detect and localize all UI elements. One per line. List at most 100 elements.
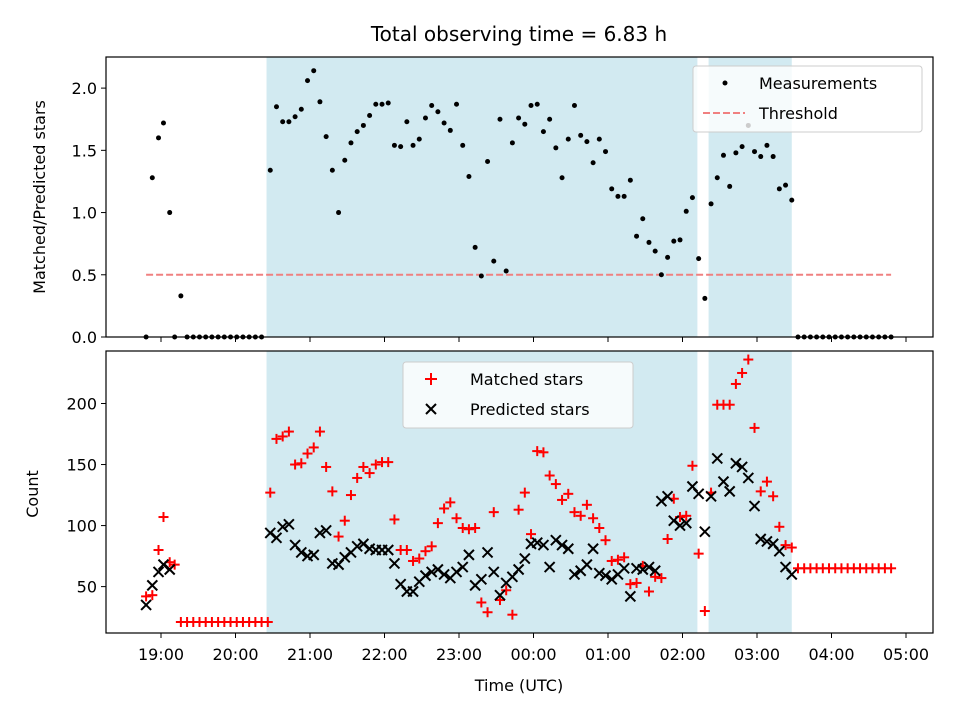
predicted-star-point — [699, 525, 711, 538]
measurement-point — [298, 106, 304, 112]
measurement-point — [416, 136, 422, 142]
measurement-point — [367, 112, 373, 118]
predicted-star-point — [705, 490, 717, 502]
measurement-point — [292, 114, 298, 120]
x-tick-label: 20:00 — [212, 645, 258, 664]
x-tick-label: 02:00 — [659, 645, 705, 664]
predicted-star-point — [519, 552, 531, 565]
measurement-point — [683, 208, 689, 214]
predicted-star-point — [152, 566, 165, 578]
measurement-point — [752, 149, 758, 155]
measurement-point — [466, 173, 472, 179]
y-tick-label: 1.5 — [72, 141, 97, 160]
matched-star-point — [532, 446, 543, 457]
predicted-star-point — [276, 521, 289, 533]
matched-star-point — [650, 571, 661, 582]
matched-star-point — [451, 513, 462, 524]
legend-measurements-label: Measurements — [759, 74, 877, 93]
measurement-point — [596, 136, 602, 142]
measurement-point — [435, 109, 441, 115]
measurement-point — [149, 175, 155, 181]
matched-star-point — [563, 488, 574, 499]
measurement-point — [167, 210, 173, 216]
legend-measurements-marker — [722, 80, 728, 86]
matched-star-point — [476, 597, 487, 608]
matched-star-point — [345, 490, 356, 501]
matched-star-point — [262, 617, 273, 628]
matched-star-point — [439, 503, 450, 514]
predicted-star-point — [475, 573, 488, 585]
matched-star-point — [780, 540, 791, 551]
measurement-point — [178, 293, 184, 299]
measurement-point — [789, 197, 795, 203]
matched-star-point — [550, 479, 561, 490]
y-tick-label: 200 — [66, 394, 97, 413]
measurement-point — [534, 101, 540, 107]
matched-star-point — [339, 515, 350, 526]
measurement-point — [491, 258, 497, 264]
predicted-star-point — [736, 461, 748, 473]
matched-star-point — [519, 487, 530, 498]
matched-star-point — [786, 542, 797, 553]
y-tick-label: 0.0 — [72, 328, 97, 347]
measurement-point — [317, 99, 323, 105]
measurement-point — [509, 140, 515, 146]
measurement-point — [267, 167, 273, 173]
predicted-star-point — [637, 563, 649, 576]
x-tick-label: 21:00 — [287, 645, 333, 664]
measurement-point — [714, 175, 720, 181]
matched-star-point — [507, 609, 518, 620]
predicted-star-point — [320, 524, 332, 537]
measurement-point — [160, 120, 166, 126]
bottom-panel: 50 100 150 200 19:00 20:00 21:00 22:00 23:00 00:… — [23, 350, 934, 695]
matched-star-point — [408, 555, 419, 566]
matched-star-point — [886, 563, 897, 574]
matched-star-point — [308, 442, 319, 453]
measurement-point — [422, 115, 428, 121]
measurement-point — [528, 103, 534, 109]
measurement-point — [783, 182, 789, 188]
measurement-point — [348, 140, 354, 146]
legend-matched-marker — [425, 373, 437, 385]
predicted-star-point — [531, 536, 543, 549]
measurement-point — [727, 183, 733, 189]
measurement-point — [708, 201, 714, 207]
predicted-star-point — [481, 546, 494, 559]
predicted-star-point — [512, 563, 525, 576]
predicted-star-point — [283, 518, 295, 531]
predicted-star-point — [711, 452, 723, 465]
measurement-point — [553, 145, 559, 151]
measurement-point — [329, 167, 335, 173]
measurement-point — [677, 237, 683, 243]
predicted-star-point — [755, 533, 767, 545]
predicted-star-point — [562, 543, 574, 555]
predicted-star-point — [661, 490, 674, 502]
measurement-point — [634, 233, 640, 239]
measurement-point — [472, 244, 478, 250]
matched-star-point — [737, 367, 748, 378]
predicted-star-point — [537, 539, 550, 551]
measurement-point — [571, 103, 577, 109]
measurement-point — [671, 238, 677, 244]
predicted-star-point — [407, 585, 419, 598]
measurement-point — [540, 129, 546, 135]
predicted-star-point — [163, 563, 176, 576]
matched-star-point — [768, 491, 779, 502]
y-tick-label: 1.0 — [72, 204, 97, 223]
measurement-point — [429, 103, 435, 109]
y-tick-label: 100 — [66, 517, 97, 536]
matched-star-point — [699, 606, 710, 617]
matched-star-point — [147, 590, 158, 601]
x-tick-label: 04:00 — [808, 645, 854, 664]
predicted-star-point — [773, 545, 786, 557]
y-tick-label: 150 — [66, 456, 97, 475]
matched-star-point — [501, 585, 512, 596]
measurement-point — [696, 256, 702, 262]
measurement-point — [379, 101, 385, 107]
matched-star-point — [414, 553, 425, 564]
matched-star-point — [277, 431, 288, 442]
matched-star-point — [774, 521, 785, 532]
matched-star-point — [730, 378, 741, 389]
matched-star-point — [401, 544, 412, 555]
predicted-star-point — [730, 457, 742, 470]
